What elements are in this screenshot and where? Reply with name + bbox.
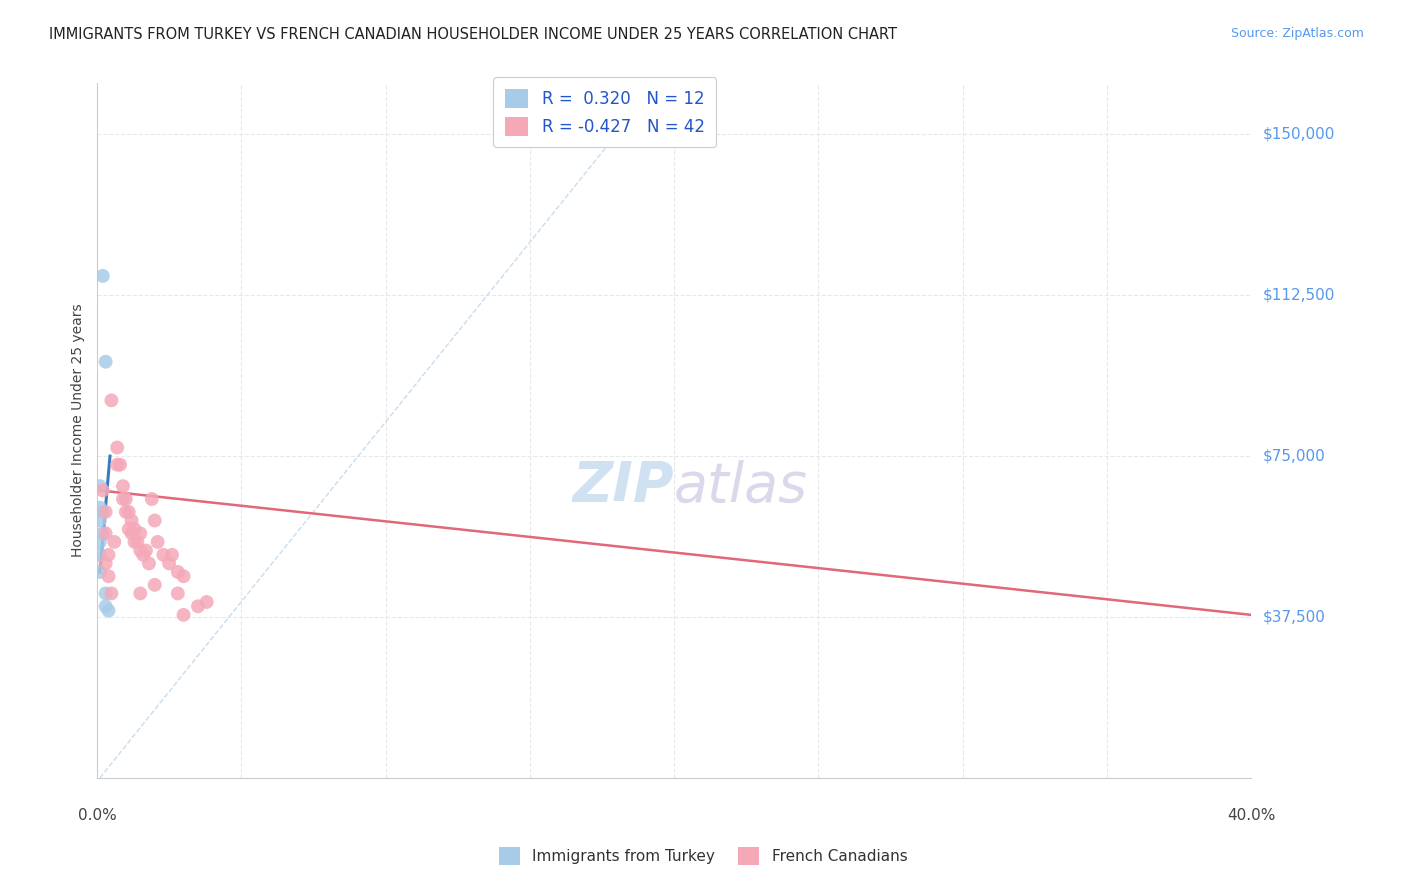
Point <box>89 514 111 528</box>
Point <box>91 483 114 498</box>
Point <box>124 522 146 536</box>
Point <box>127 535 149 549</box>
Point <box>89 535 111 549</box>
Text: atlas: atlas <box>673 459 808 513</box>
Point <box>146 535 169 549</box>
Point <box>100 586 122 600</box>
Point <box>94 526 117 541</box>
Point <box>132 548 155 562</box>
Point <box>94 505 117 519</box>
Point <box>115 505 138 519</box>
Point <box>103 535 125 549</box>
Text: Source: ZipAtlas.com: Source: ZipAtlas.com <box>1230 27 1364 40</box>
Text: $37,500: $37,500 <box>1263 609 1326 624</box>
Point <box>121 514 143 528</box>
Point <box>138 557 160 571</box>
Legend: R =  0.320   N = 12, R = -0.427   N = 42: R = 0.320 N = 12, R = -0.427 N = 42 <box>494 78 717 147</box>
Point <box>173 569 195 583</box>
Point <box>94 557 117 571</box>
Text: $75,000: $75,000 <box>1263 449 1324 464</box>
Point <box>89 479 111 493</box>
Point <box>143 578 166 592</box>
Point <box>100 393 122 408</box>
Point <box>166 586 188 600</box>
Point <box>160 548 183 562</box>
Point <box>94 586 117 600</box>
Point <box>97 548 120 562</box>
Point <box>91 526 114 541</box>
Point <box>143 514 166 528</box>
Text: IMMIGRANTS FROM TURKEY VS FRENCH CANADIAN HOUSEHOLDER INCOME UNDER 25 YEARS CORR: IMMIGRANTS FROM TURKEY VS FRENCH CANADIA… <box>49 27 897 42</box>
Point <box>173 607 195 622</box>
Text: 40.0%: 40.0% <box>1227 808 1275 823</box>
Point <box>115 491 138 506</box>
Point <box>105 458 128 472</box>
Text: ZIP: ZIP <box>572 459 673 513</box>
Point <box>166 565 188 579</box>
Point <box>111 491 134 506</box>
Point <box>118 505 141 519</box>
Point <box>108 458 131 472</box>
Point <box>89 548 111 562</box>
Point <box>157 557 180 571</box>
Point <box>111 479 134 493</box>
Point <box>89 500 111 515</box>
Point <box>152 548 174 562</box>
Point <box>91 505 114 519</box>
Text: 0.0%: 0.0% <box>77 808 117 823</box>
Point <box>135 543 157 558</box>
Point <box>124 535 146 549</box>
Point <box>187 599 209 614</box>
Point <box>97 569 120 583</box>
Point <box>195 595 218 609</box>
Text: $112,500: $112,500 <box>1263 288 1334 302</box>
Point <box>94 599 117 614</box>
Point <box>94 355 117 369</box>
Point <box>91 268 114 283</box>
Point <box>121 526 143 541</box>
Y-axis label: Householder Income Under 25 years: Householder Income Under 25 years <box>72 303 86 558</box>
Point <box>129 543 152 558</box>
Point <box>89 565 111 579</box>
Point <box>118 522 141 536</box>
Point <box>129 586 152 600</box>
Point <box>141 491 163 506</box>
Point <box>97 604 120 618</box>
Point <box>129 526 152 541</box>
Legend: Immigrants from Turkey, French Canadians: Immigrants from Turkey, French Canadians <box>492 841 914 871</box>
Text: $150,000: $150,000 <box>1263 127 1334 142</box>
Point <box>105 441 128 455</box>
